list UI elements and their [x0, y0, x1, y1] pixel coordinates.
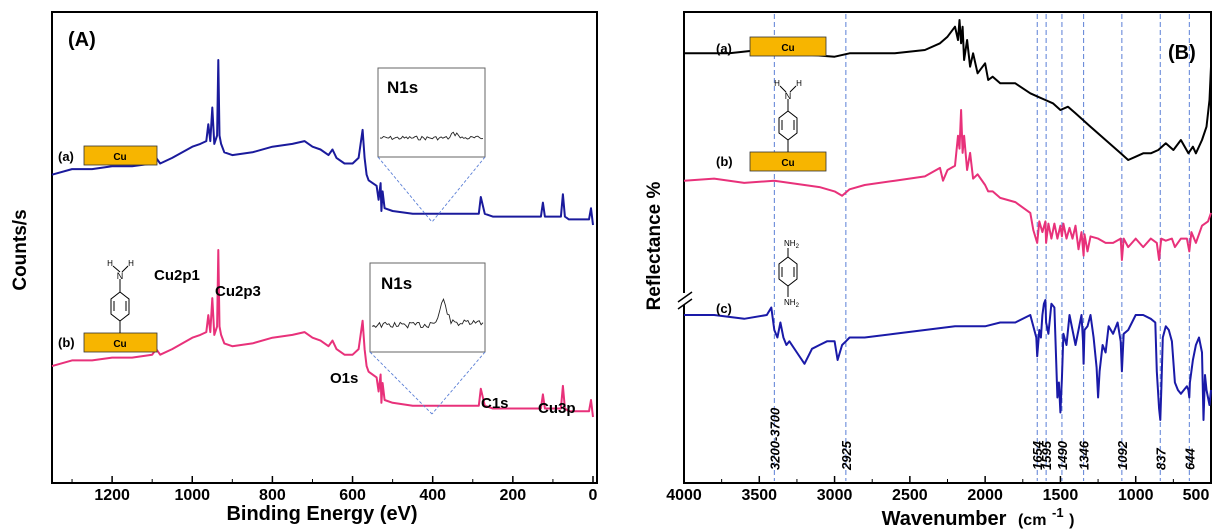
panel-b-series-a-label: (a) — [716, 41, 732, 56]
panel-a-title: (A) — [68, 29, 96, 51]
x-tick-label: 600 — [339, 487, 366, 504]
panel-b-xlabel-main: Wavenumber — [882, 508, 1007, 529]
x-tick-label: 4000 — [666, 487, 702, 504]
peak-label: 1490 — [1055, 440, 1070, 470]
panel-a-substrate-a-label: Cu — [113, 152, 126, 163]
panel-b-substrate-a — [749, 36, 827, 57]
panel-a-series-b-label: (b) — [58, 335, 75, 350]
peak-label: 3200-3700 — [767, 407, 782, 470]
panel-a-molecule-h2: H — [128, 259, 134, 268]
peak-label: 837 — [1153, 448, 1168, 470]
panel-a-x-ticks: 1200 1000 800 600 400 200 0 — [71, 476, 598, 504]
panel-a-substrate-a — [83, 145, 158, 166]
x-tick-label: 3500 — [741, 487, 777, 504]
x-tick-label: 500 — [1183, 487, 1210, 504]
peak-label: 1595 — [1039, 440, 1054, 470]
x-tick-label: 1000 — [174, 487, 210, 504]
panel-b-ylabel: Reflectance % — [644, 181, 665, 310]
x-tick-label: 3000 — [817, 487, 853, 504]
panel-a-substrate-b-label: Cu — [113, 339, 126, 350]
molecule-nh2-top: NH2 — [784, 239, 800, 250]
panel-b-frame — [683, 11, 1212, 484]
series-line-b — [51, 249, 594, 418]
panel-a-molecule-n: N — [117, 271, 124, 281]
svg-text:N1s: N1s — [381, 274, 412, 293]
x-tick-label: 1200 — [94, 487, 130, 504]
svg-text:N1s: N1s — [387, 78, 418, 97]
panel-a-series — [51, 59, 594, 418]
x-tick-label: 1000 — [1118, 487, 1154, 504]
panel-a: (A) Counts/s Binding Energy (eV) 1200 100… — [10, 11, 598, 525]
panel-a-ylabel: Counts/s — [10, 209, 31, 290]
panel-b-substrate-b-label: Cu — [781, 158, 794, 169]
panel-b-xlabel-unit: (cm — [1018, 512, 1046, 529]
y-axis-break — [677, 291, 693, 310]
inset-n1s-b: N1s — [369, 262, 486, 415]
panel-a-molecule-h1: H — [107, 259, 113, 268]
panel-b-series-b-label: (b) — [716, 154, 733, 169]
series-line-b — [683, 109, 1212, 261]
series-line-a — [684, 19, 1212, 161]
panel-a-series-a-label: (a) — [58, 149, 74, 164]
panel-b: (B) Reflectance % Wavenumber (cm -1 ) 40… — [644, 11, 1212, 529]
panel-b-xlabel-close: ) — [1069, 512, 1074, 529]
panel-b-x-ticks: 4000 3500 3000 2500 2000 1500 1000 500 — [666, 476, 1212, 504]
panel-a-frame — [51, 11, 598, 484]
annotation-cu3p: Cu3p — [538, 400, 576, 417]
panel-b-series — [683, 19, 1212, 421]
panel-b-aminophenyl-molecule — [778, 85, 798, 152]
panel-b-guide-lines — [773, 14, 1190, 481]
panel-b-xlabel: Wavenumber (cm -1 ) — [882, 500, 1075, 529]
inset-n1s-a: N1s — [377, 67, 486, 223]
annotation-cu2p3: Cu2p3 — [215, 283, 261, 300]
peak-label: 1346 — [1077, 440, 1092, 470]
peak-label: 2925 — [839, 440, 854, 471]
panel-b-title: (B) — [1168, 42, 1196, 64]
peak-label: 1654 — [1030, 440, 1045, 470]
x-tick-label: 1500 — [1043, 487, 1079, 504]
panel-b-molecule-h2: H — [796, 79, 802, 88]
annotation-cu2p1: Cu2p1 — [154, 267, 200, 284]
x-tick-label: 200 — [499, 487, 526, 504]
series-line-a — [51, 59, 594, 226]
x-tick-label: 800 — [259, 487, 286, 504]
annotation-o1s: O1s — [330, 370, 358, 387]
x-tick-label: 0 — [589, 487, 598, 504]
series-line-c — [684, 299, 1212, 421]
peak-label: 1092 — [1115, 440, 1130, 470]
x-tick-label: 2500 — [892, 487, 928, 504]
annotation-c1s: C1s — [481, 395, 509, 412]
panel-a-aminophenyl-molecule — [110, 265, 130, 333]
panel-a-xlabel: Binding Energy (eV) — [226, 503, 417, 525]
panel-b-series-c-label: (c) — [716, 301, 732, 316]
x-tick-label: 2000 — [967, 487, 1003, 504]
panel-b-molecule-n: N — [785, 91, 792, 101]
panel-b-molecule-h1: H — [774, 79, 780, 88]
phenylenediamine-molecule — [778, 248, 798, 297]
peak-label: 644 — [1182, 448, 1197, 470]
panel-b-substrate-a-label: Cu — [781, 43, 794, 54]
panel-b-xlabel-sup: -1 — [1052, 505, 1064, 520]
molecule-nh2-bottom: NH2 — [784, 298, 800, 309]
x-tick-label: 400 — [419, 487, 446, 504]
